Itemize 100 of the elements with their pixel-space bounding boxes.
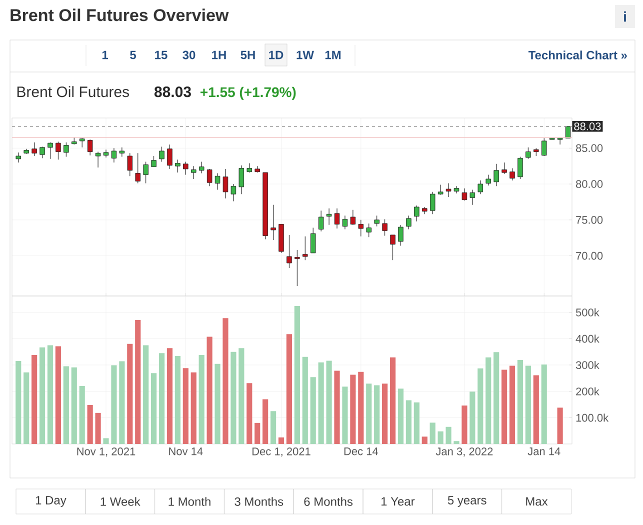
- bar: [71, 367, 77, 444]
- bar: [32, 354, 38, 444]
- bar: [158, 353, 165, 444]
- candlestick: [270, 204, 276, 240]
- bar: [214, 364, 220, 444]
- bar: [366, 384, 372, 444]
- candlestick: [398, 224, 404, 246]
- bar: [206, 336, 212, 444]
- bar: [174, 356, 180, 444]
- bar: [190, 372, 196, 444]
- text: 3 Months: [234, 497, 284, 506]
- bar: [374, 385, 380, 444]
- bar: [430, 422, 436, 444]
- candlestick: [16, 152, 22, 163]
- candlestick: [48, 142, 53, 160]
- text: 6 Months: [304, 497, 353, 506]
- chart-title: Brent Oil Futures Overview: [10, 8, 229, 22]
- candlestick: [143, 161, 148, 184]
- y-tick-label: 400k: [576, 334, 600, 343]
- text: 30: [182, 50, 196, 60]
- bar: [16, 361, 22, 444]
- candlestick: [119, 147, 125, 158]
- candlestick: [334, 208, 340, 229]
- text: 88.03: [154, 86, 191, 98]
- text: 1H: [212, 50, 226, 60]
- text: i: [624, 11, 626, 22]
- y-tick-label: 200k: [576, 387, 600, 396]
- candlestick: [151, 156, 156, 168]
- bar: [238, 348, 244, 444]
- candlestick: [238, 165, 244, 194]
- text: 1: [102, 50, 108, 60]
- bar: [198, 354, 204, 444]
- text: 5: [130, 50, 136, 60]
- candlestick: [222, 168, 228, 199]
- bar: [517, 360, 524, 444]
- bar: [326, 360, 332, 444]
- bar: [454, 441, 460, 444]
- candlestick: [294, 250, 300, 286]
- bar: [358, 372, 364, 444]
- bar: [406, 400, 412, 444]
- y-tick-label: 70.00: [576, 252, 603, 260]
- candlestick: [127, 152, 133, 176]
- bar: [87, 405, 93, 444]
- bar: [334, 370, 340, 444]
- y-tick-label: 85.00: [576, 144, 603, 152]
- candlestick: [87, 139, 93, 156]
- candlestick: [206, 168, 212, 186]
- candlestick: [342, 215, 348, 230]
- bar: [478, 368, 484, 444]
- candlestick: [350, 210, 356, 226]
- candlestick: [310, 228, 316, 254]
- y-tick-label: 80.00: [576, 180, 603, 188]
- bar: [533, 375, 539, 444]
- candlestick: [111, 148, 117, 163]
- bar: [470, 392, 476, 444]
- candlestick: [103, 149, 109, 158]
- candlestick: [183, 161, 188, 175]
- x-tick-label: Jan 14: [528, 448, 560, 456]
- candlestick: [382, 218, 388, 236]
- text: Max: [526, 497, 548, 506]
- y-tick-label: 300k: [576, 360, 600, 370]
- candlestick: [486, 174, 491, 186]
- candlestick: [470, 189, 476, 206]
- candlestick: [95, 151, 101, 168]
- candlestick: [358, 220, 364, 237]
- candlestick: [326, 208, 332, 226]
- bar: [127, 344, 133, 444]
- bar: [525, 366, 531, 444]
- candlestick: [40, 146, 45, 158]
- text: 5 years: [448, 496, 486, 507]
- candlestick: [406, 215, 412, 230]
- text: +1.55 (+1.79%): [200, 86, 296, 100]
- candlestick: [502, 162, 507, 174]
- bar: [294, 306, 300, 444]
- bar: [398, 388, 404, 444]
- bar: [350, 374, 356, 444]
- candlestick: [32, 142, 37, 156]
- text: 1D: [269, 50, 284, 60]
- x-tick-label: Nov 1, 2021: [77, 448, 136, 457]
- candlestick: [286, 234, 292, 268]
- candlestick: [414, 205, 420, 222]
- bar: [119, 361, 125, 444]
- candlestick: [438, 184, 444, 196]
- bar: [422, 436, 428, 444]
- candlestick: [79, 138, 85, 148]
- bar: [382, 384, 388, 444]
- candlestick: [510, 168, 515, 181]
- candlestick: [302, 236, 308, 260]
- y-tick-label: 75.00: [576, 216, 603, 224]
- bar: [254, 422, 260, 444]
- bar: [302, 356, 308, 444]
- bar: [39, 347, 46, 444]
- ref-line-label: 88.03: [574, 122, 601, 130]
- bar: [286, 334, 292, 444]
- x-tick-label: Jan 3, 2022: [436, 448, 493, 457]
- candlestick: [175, 159, 180, 173]
- candlestick: [374, 215, 380, 227]
- candlestick: [159, 146, 164, 162]
- bar: [494, 352, 500, 444]
- candlestick: [430, 192, 436, 214]
